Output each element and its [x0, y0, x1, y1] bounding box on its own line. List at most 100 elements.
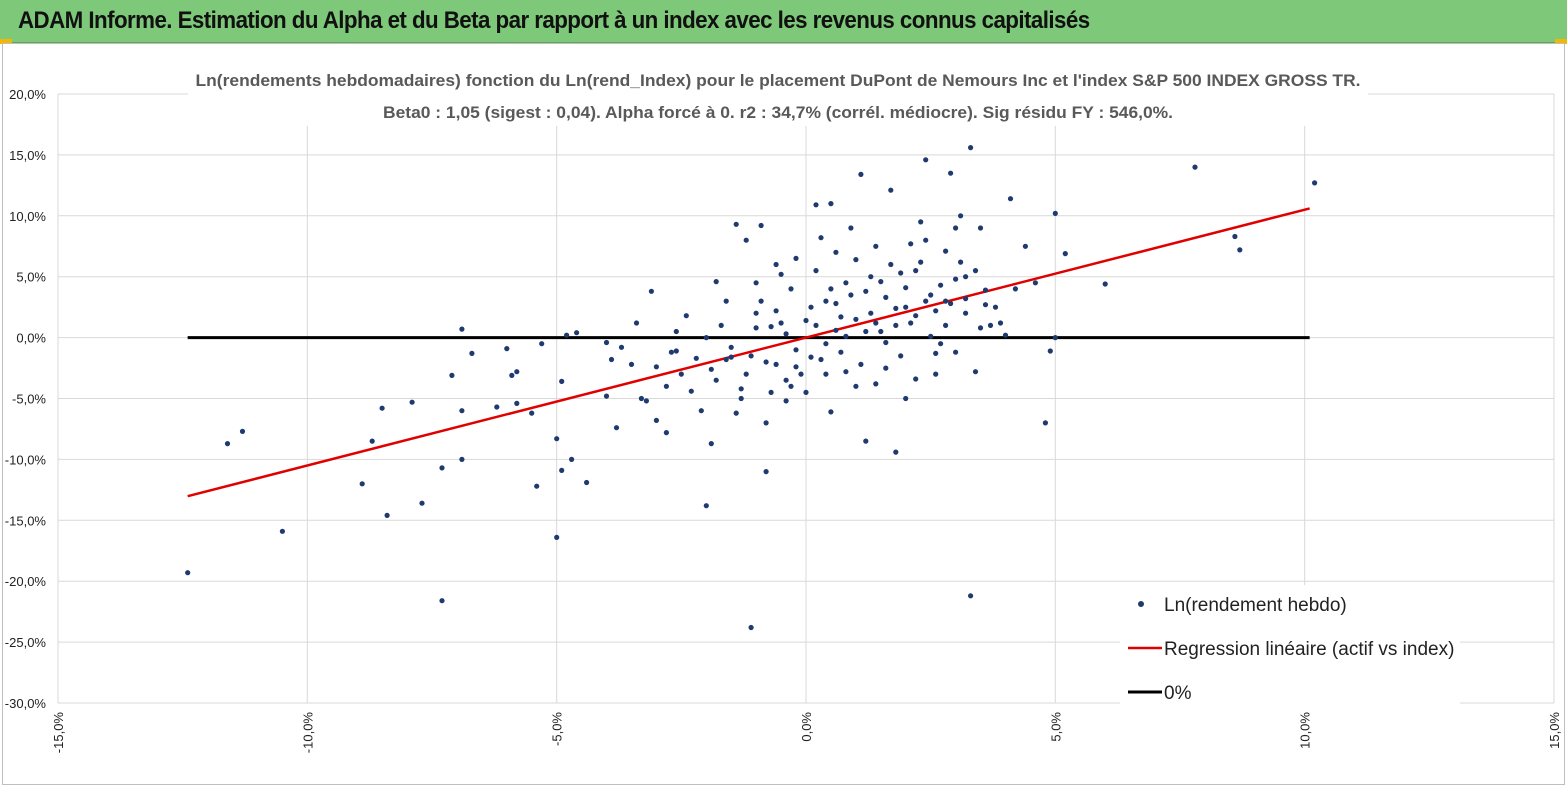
- scatter-point: [972, 268, 979, 274]
- y-tick-label: 20,0%: [9, 87, 46, 102]
- legend-label-regression: Regression linéaire (actif vs index): [1164, 639, 1454, 660]
- scatter-point: [923, 157, 929, 163]
- scatter-point: [963, 296, 969, 302]
- scatter-point: [763, 420, 769, 426]
- scatter-point: [603, 393, 610, 399]
- scatter-point: [858, 171, 864, 177]
- scatter-point: [564, 332, 570, 338]
- scatter-point: [833, 327, 839, 333]
- scatter-point: [723, 298, 729, 304]
- scatter-point: [913, 376, 919, 382]
- scatter-point: [584, 479, 590, 486]
- x-tick-label: 10,0%: [1298, 712, 1313, 749]
- scatter-point: [818, 356, 824, 363]
- regression-line: [187, 207, 1310, 498]
- scatter-point: [743, 371, 749, 377]
- scatter-point: [653, 364, 660, 370]
- scatter-point: [758, 222, 764, 229]
- x-tick-label: -10,0%: [300, 712, 315, 754]
- scatter-point: [798, 371, 804, 377]
- scatter-point: [733, 410, 739, 416]
- scatter-point: [529, 410, 535, 416]
- scatter-point: [728, 354, 734, 360]
- scatter-point: [663, 430, 670, 436]
- scatter-point: [668, 349, 675, 355]
- scatter-point: [773, 361, 779, 367]
- y-tick-label: 0,0%: [16, 331, 46, 346]
- scatter-point: [1032, 280, 1038, 286]
- scatter-point: [997, 320, 1004, 326]
- scatter-point: [853, 257, 859, 263]
- scatter-point: [703, 503, 709, 509]
- scatter-point: [843, 333, 849, 339]
- scatter-points: [185, 145, 1318, 631]
- scatter-point: [868, 274, 874, 280]
- y-tick-label: -30,0%: [5, 696, 47, 711]
- scatter-point: [1052, 335, 1058, 341]
- scatter-point: [419, 500, 425, 506]
- scatter-point: [459, 408, 465, 414]
- scatter-point: [379, 405, 385, 411]
- scatter-point: [559, 467, 565, 473]
- scatter-point: [693, 355, 699, 361]
- scatter-point: [803, 389, 809, 395]
- scatter-point: [763, 469, 769, 475]
- scatter-point: [858, 361, 864, 367]
- scatter-point: [977, 325, 984, 331]
- scatter-point: [703, 335, 709, 341]
- x-tick-label: 0,0%: [799, 712, 814, 742]
- scatter-point: [663, 383, 670, 389]
- scatter-point: [923, 237, 929, 243]
- scatter-point: [808, 304, 814, 310]
- scatter-point: [439, 465, 445, 471]
- scatter-point: [608, 356, 615, 363]
- scatter-point: [903, 285, 909, 291]
- scatter-point: [753, 325, 759, 331]
- scatter-point: [1237, 247, 1243, 253]
- scatter-point: [883, 365, 889, 371]
- scatter-point: [843, 369, 849, 375]
- scatter-point: [748, 624, 754, 631]
- legend-label-points: Ln(rendement hebdo): [1164, 595, 1347, 616]
- scatter-point: [384, 512, 390, 519]
- scatter-point: [848, 292, 854, 298]
- y-tick-label: -10,0%: [5, 452, 47, 467]
- scatter-point: [369, 438, 375, 444]
- scatter-point: [888, 261, 894, 268]
- scatter-point: [718, 322, 724, 328]
- scatter-point: [987, 322, 994, 328]
- scatter-point: [618, 344, 625, 350]
- scatter-point: [778, 320, 784, 326]
- scatter-point: [903, 395, 909, 402]
- scatter-point: [848, 225, 854, 231]
- scatter-point: [838, 349, 844, 355]
- y-tick-label: -20,0%: [5, 574, 47, 589]
- scatter-point: [1062, 251, 1068, 257]
- scatter-point: [893, 322, 899, 328]
- chart-title-background: [188, 64, 1368, 126]
- scatter-point: [853, 316, 859, 322]
- scatter-point: [853, 383, 859, 389]
- scatter-point: [648, 288, 655, 294]
- scatter-point: [923, 298, 929, 304]
- scatter-point: [1012, 286, 1019, 292]
- scatter-point: [1002, 332, 1009, 338]
- scatter-point: [494, 404, 500, 410]
- scatter-point: [673, 348, 679, 354]
- scatter-point: [933, 308, 939, 314]
- scatter-point: [863, 438, 869, 444]
- scatter-point: [1312, 180, 1318, 186]
- scatter-point: [279, 528, 285, 534]
- scatter-point: [982, 287, 989, 293]
- y-tick-label: 10,0%: [9, 209, 46, 224]
- scatter-point: [878, 279, 884, 285]
- x-axis-tick-labels: -15,0% -10,0% -5,0% 0,0% 5,0% 10,0% 15,0%: [51, 712, 1562, 754]
- scatter-point: [883, 339, 889, 346]
- scatter-point: [893, 305, 899, 311]
- scatter-point: [628, 361, 635, 367]
- scatter-point: [743, 237, 749, 243]
- scatter-point: [569, 456, 575, 462]
- scatter-point: [409, 399, 415, 405]
- scatter-point: [888, 187, 894, 193]
- scatter-point: [783, 377, 789, 383]
